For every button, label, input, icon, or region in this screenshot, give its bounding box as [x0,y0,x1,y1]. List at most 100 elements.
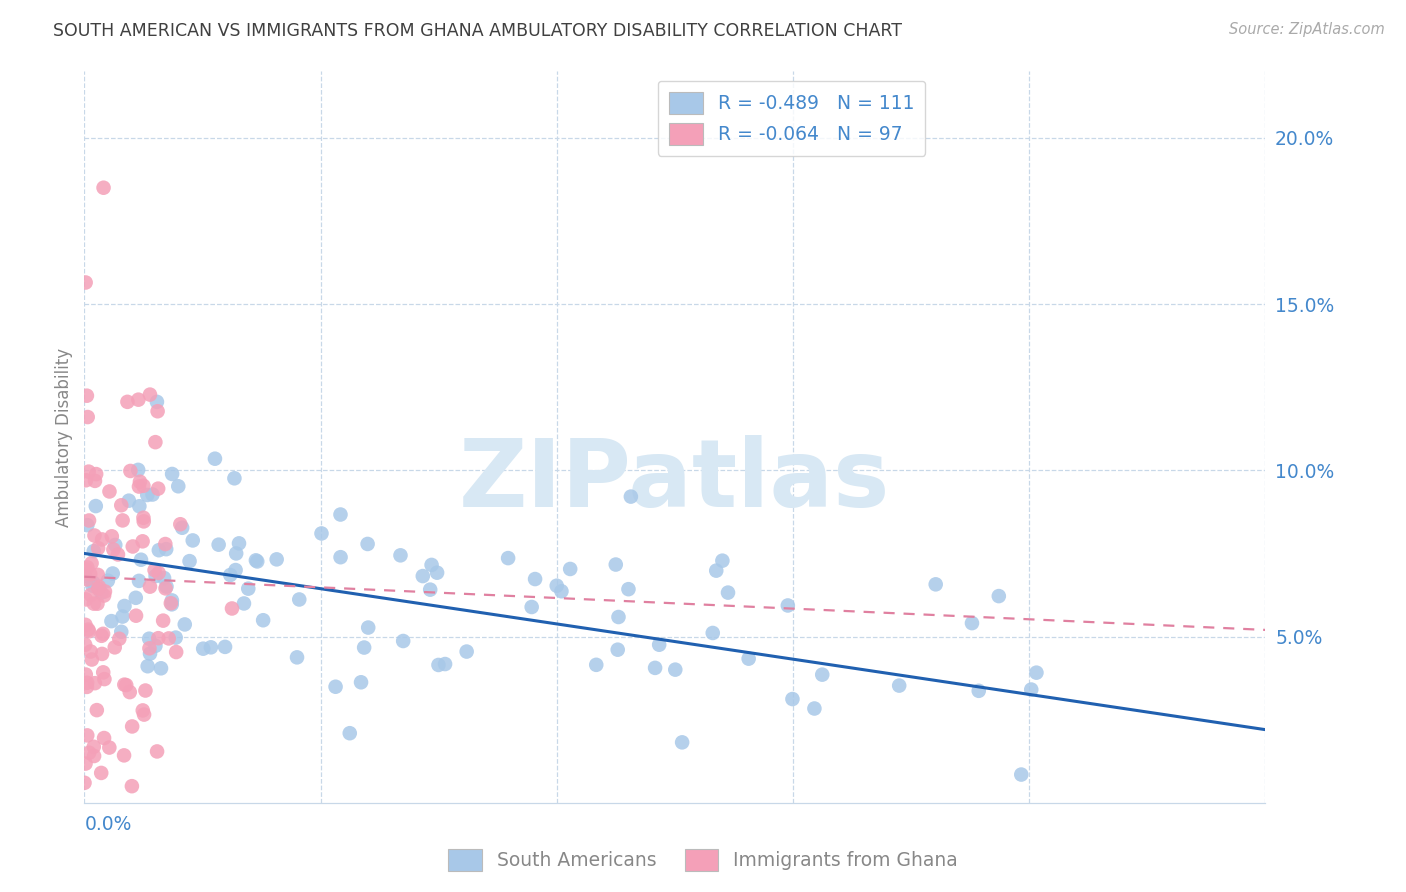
Point [160,593,183,607]
Point [125,608,148,623]
Point [83,528,105,542]
Point [811,667,834,681]
Point [98,740,121,755]
Point [77,623,100,637]
Legend: South Americans, Immigrants from Ghana: South Americans, Immigrants from Ghana [440,841,966,878]
Point [118,685,141,699]
Point [75,592,97,607]
Point [121,540,143,554]
Point [132,479,155,493]
Point [108,632,131,646]
Point [143,563,166,577]
Point [1025,665,1047,680]
Point [325,680,347,694]
Point [117,394,139,409]
Point [91,533,114,547]
Point [118,493,141,508]
Point [225,563,247,577]
Point [434,657,457,671]
Point [93,589,115,603]
Point [82,575,104,590]
Point [90,629,112,643]
Point [87,541,110,556]
Point [987,589,1010,603]
Point [132,707,155,722]
Point [550,584,572,599]
Point [134,683,156,698]
Point [252,613,274,627]
Point [101,566,124,581]
Point [80,644,103,658]
Point [120,464,142,478]
Point [77,513,100,527]
Point [128,479,150,493]
Point [100,614,122,628]
Point [90,585,112,599]
Point [145,435,167,450]
Point [107,548,129,562]
Point [87,567,110,582]
Point [136,488,159,502]
Point [93,180,115,194]
Point [132,510,155,524]
Point [172,521,194,535]
Point [353,640,375,655]
Point [225,546,247,560]
Point [1019,682,1042,697]
Point [288,592,311,607]
Point [193,641,215,656]
Point [960,616,983,631]
Point [339,726,361,740]
Point [110,498,132,512]
Point [128,500,150,514]
Point [146,744,169,758]
Point [167,479,190,493]
Point [150,661,173,675]
Point [80,588,103,602]
Point [75,473,97,487]
Point [77,624,100,639]
Point [704,564,727,578]
Point [389,549,412,563]
Point [179,554,201,568]
Point [648,638,671,652]
Point [75,276,97,290]
Point [87,582,110,596]
Point [76,518,98,533]
Point [148,543,170,558]
Point [925,577,948,591]
Point [76,410,98,425]
Point [266,552,288,566]
Point [357,621,380,635]
Point [153,571,176,585]
Point [214,640,236,654]
Point [73,776,96,790]
Point [165,631,187,645]
Point [121,779,143,793]
Point [112,748,135,763]
Point [75,756,97,771]
Point [83,676,105,690]
Point [75,667,97,681]
Point [75,617,97,632]
Point [94,584,117,599]
Point [131,534,153,549]
Point [91,627,114,641]
Point [86,597,108,611]
Point [803,701,825,715]
Point [77,746,100,760]
Text: SOUTH AMERICAN VS IMMIGRANTS FROM GHANA AMBULATORY DISABILITY CORRELATION CHART: SOUTH AMERICAN VS IMMIGRANTS FROM GHANA … [53,22,903,40]
Point [112,678,135,692]
Point [148,482,170,496]
Point [93,672,115,686]
Point [157,632,180,646]
Point [101,529,124,543]
Point [111,609,134,624]
Point [350,675,373,690]
Point [83,597,105,611]
Point [90,766,112,780]
Point [200,640,222,655]
Point [75,562,97,576]
Point [75,638,97,652]
Point [145,639,167,653]
